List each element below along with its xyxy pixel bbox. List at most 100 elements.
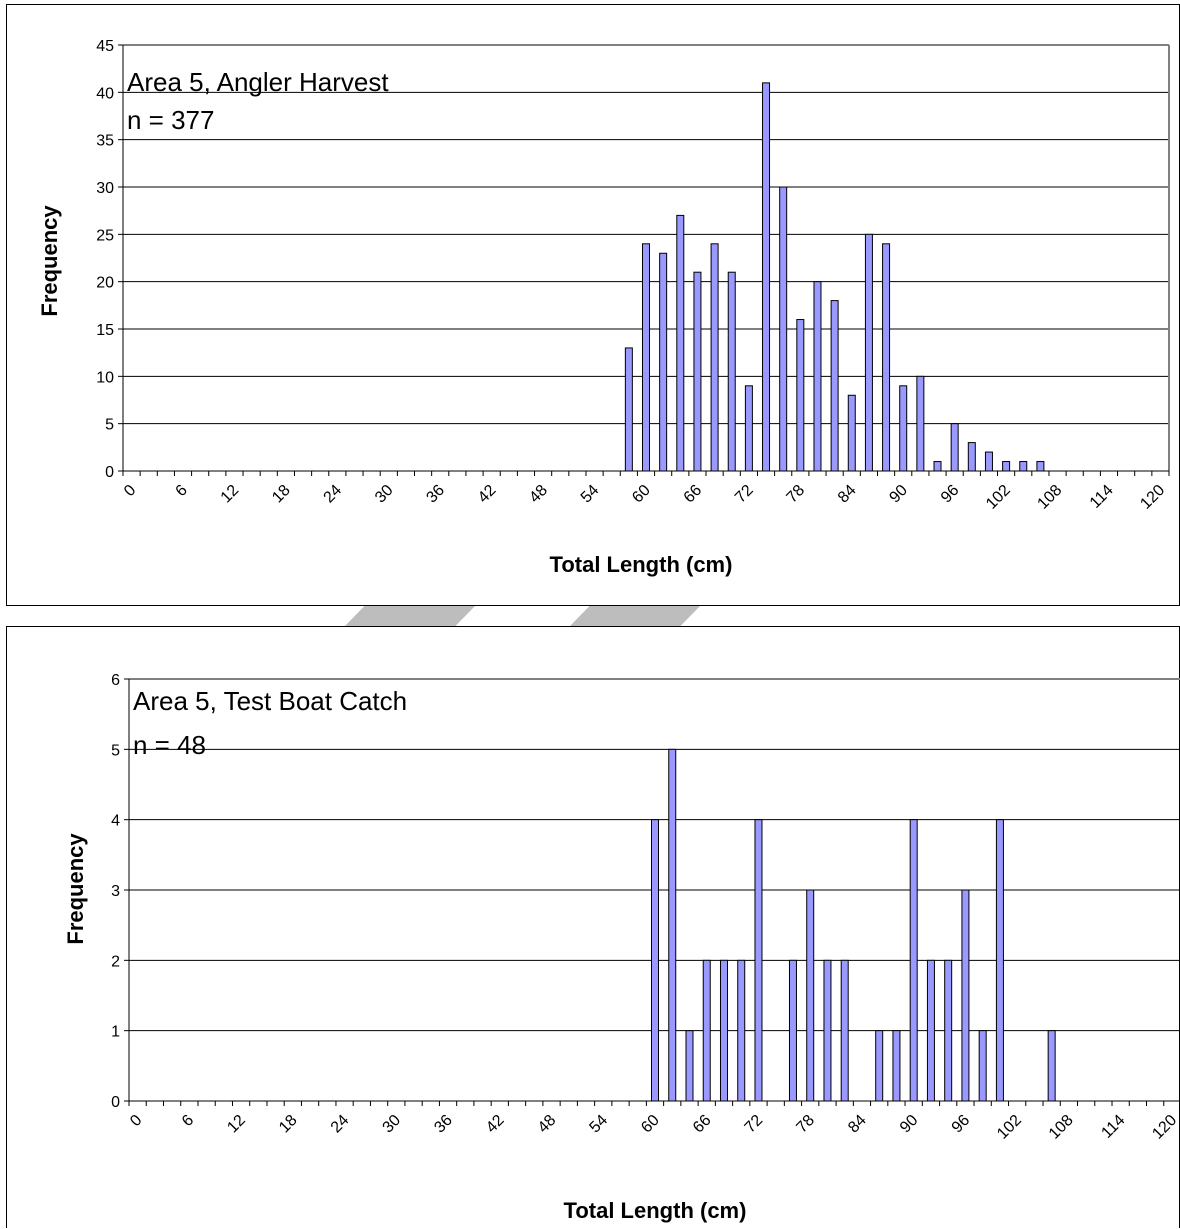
- bar: [685, 1030, 694, 1102]
- bar: [727, 271, 736, 472]
- x-tick-label: 0: [127, 1112, 145, 1130]
- x-tick-label: 12: [218, 482, 243, 507]
- x-tick-label: 72: [742, 1112, 767, 1137]
- bar: [1036, 461, 1045, 472]
- bar: [762, 82, 771, 472]
- y-tick-label: 1: [111, 1024, 120, 1041]
- bar: [710, 243, 719, 472]
- bar: [864, 233, 873, 472]
- bar: [978, 1030, 987, 1102]
- bar: [1047, 1030, 1056, 1102]
- x-axis-title: Total Length (cm): [550, 552, 733, 577]
- x-tick-label: 48: [526, 482, 551, 507]
- bar: [744, 385, 753, 472]
- annotation-count: n = 377: [127, 105, 214, 135]
- chart-angler-harvest: 0 5 10 15 20 25 30 35 40 45 0 6 12 18 24 30 36 42 48 54 60 6…: [37, 38, 1170, 577]
- x-tick-label: 90: [897, 1112, 922, 1137]
- bar: [933, 461, 942, 472]
- x-tick-label: 42: [475, 482, 500, 507]
- bar: [961, 889, 970, 1102]
- bar: [796, 319, 805, 472]
- x-tick-label: 84: [845, 1112, 870, 1137]
- x-tick-label: 18: [269, 482, 294, 507]
- bar: [823, 959, 832, 1102]
- x-tick-label: 114: [1087, 482, 1117, 512]
- bar: [642, 243, 650, 472]
- x-tick-label: 96: [938, 482, 963, 507]
- bar: [813, 281, 822, 472]
- x-tick-label: 120: [1149, 1112, 1180, 1143]
- x-tick-label: 54: [586, 1112, 611, 1137]
- bar: [719, 959, 728, 1102]
- annotation-title: Area 5, Angler Harvest: [127, 67, 389, 97]
- x-tick-label: 24: [321, 482, 346, 507]
- x-tick-label: 48: [535, 1112, 560, 1137]
- bar: [659, 252, 668, 472]
- x-tick-label: 54: [578, 482, 603, 507]
- bar: [754, 819, 763, 1102]
- x-tick-label: 6: [179, 1112, 197, 1130]
- bar: [950, 423, 959, 472]
- bar: [788, 959, 797, 1102]
- y-tick-label: 5: [105, 417, 114, 434]
- bar: [899, 385, 908, 472]
- x-tick-label: 108: [1034, 482, 1065, 513]
- x-tick-label: 60: [629, 482, 654, 507]
- x-tick-label: 120: [1137, 482, 1168, 513]
- bar: [926, 959, 935, 1102]
- x-tick-label: 96: [949, 1112, 974, 1137]
- bar: [1002, 461, 1011, 472]
- y-tick-label: 4: [111, 813, 120, 830]
- bar: [909, 819, 918, 1102]
- y-tick-label: 15: [96, 322, 114, 339]
- x-tick-label: 102: [994, 1112, 1025, 1143]
- x-tick-label: 66: [690, 1112, 715, 1137]
- bar: [995, 819, 1004, 1102]
- bar: [1019, 461, 1028, 472]
- x-tick-label: 30: [372, 482, 397, 507]
- y-tick-label: 25: [96, 227, 114, 244]
- x-tick-label: 0: [121, 482, 139, 500]
- y-tick-label: 45: [96, 38, 114, 55]
- y-tick-label: 0: [111, 1094, 120, 1111]
- bar: [840, 959, 849, 1102]
- bar: [806, 889, 815, 1102]
- bar: [693, 271, 702, 472]
- x-tick-label: 114: [1098, 1112, 1128, 1142]
- x-tick-label: 84: [835, 482, 860, 507]
- bar: [882, 243, 891, 472]
- decorative-shape: [570, 606, 700, 626]
- y-tick-label: 20: [96, 275, 114, 292]
- x-tick-label: 30: [380, 1112, 405, 1137]
- y-tick-label: 3: [111, 883, 120, 900]
- x-tick-label: 60: [638, 1112, 663, 1137]
- annotation-count: n = 48: [133, 730, 206, 760]
- y-tick-label: 30: [96, 180, 114, 197]
- bar: [702, 959, 711, 1102]
- bar: [779, 186, 788, 472]
- y-axis-title: Frequency: [63, 833, 88, 945]
- x-tick-label: 6: [173, 482, 191, 500]
- bar: [830, 300, 839, 472]
- y-tick-label: 0: [105, 464, 114, 481]
- decorative-shape: [345, 606, 475, 626]
- x-tick-label: 78: [784, 482, 809, 507]
- bar: [967, 442, 976, 472]
- x-tick-label: 72: [732, 482, 757, 507]
- x-tick-label: 36: [431, 1112, 456, 1137]
- chart-panel-angler-harvest: 0 5 10 15 20 25 30 35 40 45 0 6 12 18 24 30 36 42 48 54 60 6…: [6, 4, 1180, 606]
- bar: [624, 347, 633, 472]
- bar: [916, 375, 925, 472]
- x-tick-label: 42: [483, 1112, 508, 1137]
- x-tick-label: 12: [224, 1112, 249, 1137]
- bar: [737, 959, 746, 1102]
- x-tick-label: 18: [276, 1112, 301, 1137]
- y-tick-label: 10: [96, 369, 114, 386]
- y-tick-label: 2: [111, 953, 120, 970]
- y-tick-label: 35: [96, 133, 114, 150]
- bar: [875, 1030, 884, 1102]
- x-tick-label: 66: [681, 482, 706, 507]
- bar: [651, 819, 659, 1102]
